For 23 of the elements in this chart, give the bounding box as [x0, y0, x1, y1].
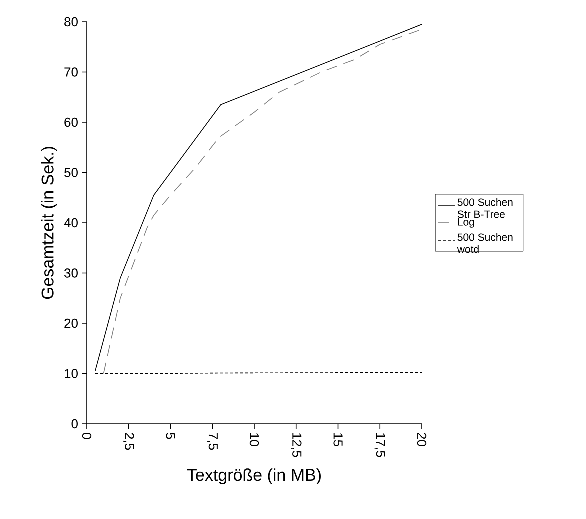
x-tick-label: 12,5	[291, 434, 302, 458]
y-tick-label: 80	[64, 17, 78, 27]
x-tick-label: 10	[250, 434, 260, 446]
y-axis-title: Gesamtzeit (in Sek.)	[41, 147, 58, 300]
y-tick-label: 30	[64, 268, 78, 278]
y-tick-label: 0	[72, 419, 78, 429]
y-tick-label: 20	[64, 318, 78, 328]
x-tick-label: 17,5	[374, 434, 386, 458]
x-tick-label: 5	[166, 433, 176, 440]
x-tick-label: 0	[82, 433, 92, 440]
y-tick-label: 10	[65, 369, 78, 378]
x-axis-title: Textgröße (in MB)	[187, 468, 321, 485]
x-tick-label: 15	[334, 434, 343, 446]
legend-label: 500 Suchen Str B-Tree	[458, 198, 513, 218]
y-tick-label: 60	[64, 118, 78, 128]
legend-label: Log	[458, 218, 474, 228]
legend-label: 500 Suchen wotd	[457, 233, 513, 254]
y-tick-label: 40	[64, 218, 78, 228]
x-tick-label: 2,5	[124, 433, 134, 450]
y-tick-label: 70	[64, 68, 78, 77]
y-tick-label: 50	[64, 168, 78, 178]
x-tick-label: 20	[417, 433, 427, 446]
x-tick-label: 7,5	[207, 433, 218, 450]
